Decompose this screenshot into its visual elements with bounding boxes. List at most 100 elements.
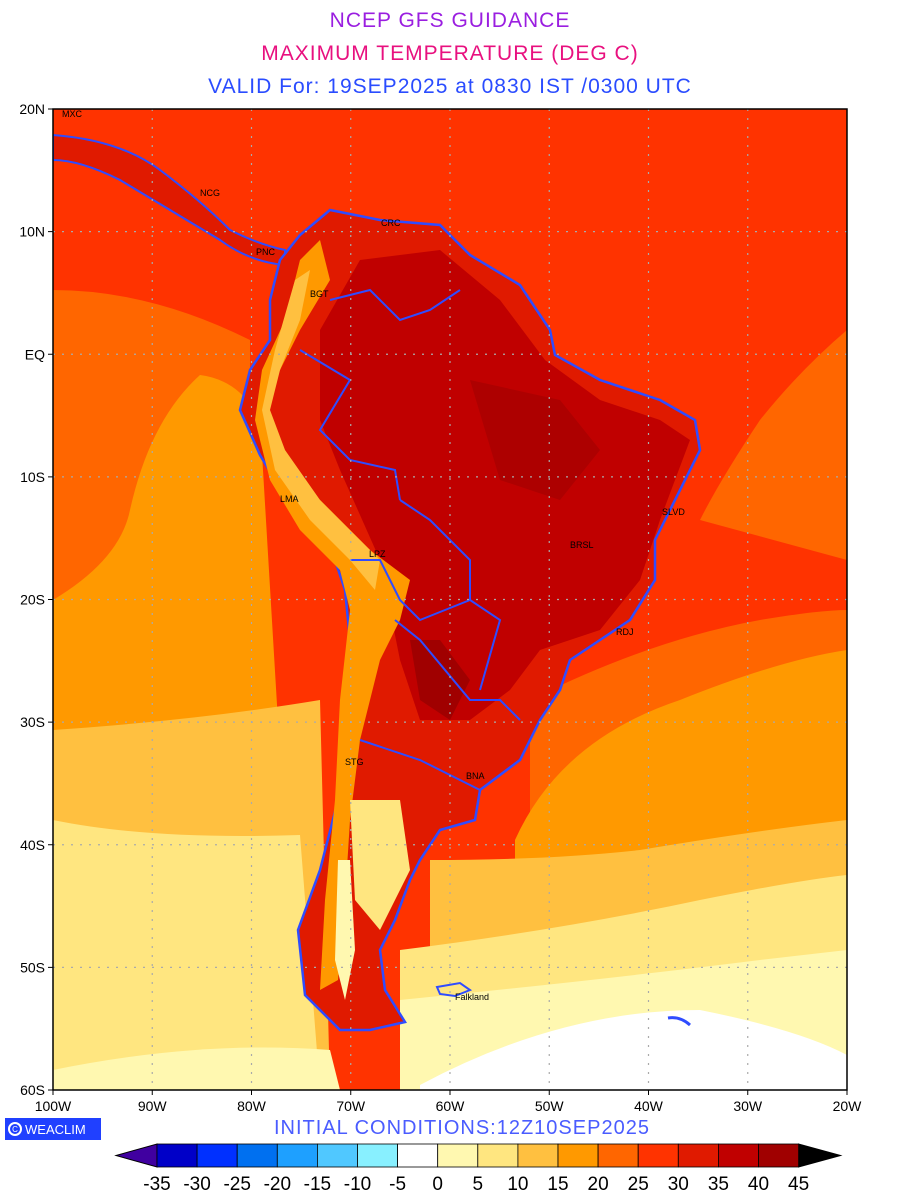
colorbar-label: -15 [304, 1174, 331, 1195]
colorbar-under-arrow [114, 1143, 158, 1168]
country-border [399, 499, 502, 691]
city-label-lma: LMA [280, 494, 299, 504]
atlantic-band [700, 330, 847, 560]
city-label-brsl: BRSL [570, 540, 594, 550]
lon-label: 50W [535, 1098, 565, 1114]
colorbar-label: 0 [432, 1174, 443, 1195]
city-label-stg: STG [345, 757, 364, 767]
pacific-band [53, 820, 320, 1090]
lat-label: EQ [25, 346, 45, 362]
lat-label: 60S [20, 1082, 45, 1098]
andes-cool-region [255, 240, 410, 990]
lon-label: 100W [35, 1098, 72, 1114]
city-label-crc: CRC [381, 218, 401, 228]
lat-label: 10S [20, 469, 45, 485]
colorbar-label: -25 [223, 1174, 250, 1195]
andes-cold-region [262, 270, 380, 590]
lon-label: 30W [733, 1098, 763, 1114]
colorbar-swatch [196, 1143, 238, 1168]
country-border [329, 288, 461, 322]
colorbar-label: 25 [628, 1174, 649, 1195]
colorbar-label: 35 [708, 1174, 729, 1195]
falkland-islands [435, 981, 473, 998]
country-border [359, 739, 481, 791]
city-label-rdj: RDJ [616, 627, 634, 637]
pacific-band [53, 1047, 340, 1090]
lon-label: 90W [138, 1098, 168, 1114]
colorbar-label: 40 [748, 1174, 769, 1195]
colorbar-swatch [637, 1143, 679, 1168]
colorbar-swatch [517, 1143, 559, 1168]
colorbar-label: -5 [389, 1174, 406, 1195]
colorbar-label: -30 [183, 1174, 210, 1195]
colorbar-swatch [557, 1143, 599, 1168]
lon-label: 40W [634, 1098, 664, 1114]
hot-interior-region [320, 250, 690, 720]
longitude-labels: 100W 90W 80W 70W 60W 50W 40W 30W 20W [35, 1090, 862, 1114]
logo-text: WEACLIM [25, 1121, 86, 1137]
weaclim-logo: C WEACLIM [5, 1118, 101, 1140]
colorbar-swatch [718, 1143, 759, 1168]
city-label-lpz: LPZ [369, 549, 386, 559]
country-border [350, 559, 471, 622]
south-georgia-island [667, 1016, 692, 1027]
colorbar-swatch [316, 1143, 358, 1168]
atlantic-band [420, 1010, 847, 1090]
colorbar-swatch [276, 1143, 318, 1168]
colorbar-label: 30 [668, 1174, 689, 1195]
lon-label: 70W [336, 1098, 366, 1114]
country-border [394, 619, 521, 721]
colorbar-swatch [597, 1143, 639, 1168]
colorbar-over-arrow [798, 1143, 843, 1168]
country-borders [299, 288, 521, 791]
lat-label: 10N [19, 224, 45, 240]
lat-label: 20N [19, 101, 45, 117]
colorbar-swatch [677, 1143, 719, 1168]
lat-label: 50S [20, 959, 45, 975]
lon-label: 80W [237, 1098, 267, 1114]
title-variable: MAXIMUM TEMPERATURE (DEG C) [261, 42, 639, 65]
colorbar-swatch [437, 1143, 479, 1168]
title-model: NCEP GFS GUIDANCE [329, 9, 571, 32]
colorbar-label: 15 [547, 1174, 568, 1195]
city-label-pnc: PNC [256, 247, 276, 257]
city-label-ncg: NCG [200, 188, 220, 198]
patagonia-cool-region [350, 800, 410, 930]
colorbar-swatch [357, 1143, 398, 1168]
lat-label: 20S [20, 592, 45, 608]
hottest-region [470, 380, 600, 500]
copyright-icon: C [8, 1122, 22, 1136]
city-label-slvd: SLVD [662, 507, 685, 517]
colorbar-swatch [477, 1143, 519, 1168]
city-label-bgt: BGT [310, 289, 329, 299]
colorbar-label: 5 [473, 1174, 484, 1195]
lon-label: 60W [436, 1098, 466, 1114]
lat-label: 40S [20, 837, 45, 853]
temperature-field [53, 109, 847, 1090]
colorbar: -35 -30 -25 -20 -15 -10 -5 0 5 10 15 20 25 30 35 40 45 [114, 1143, 843, 1195]
city-labels: MXC NCG PNC CRC BGT LMA LPZ BRSL SLVD RDJ STG BNA Fa… [62, 109, 685, 1002]
city-label-bna: BNA [466, 771, 485, 781]
country-border [299, 349, 401, 501]
colorbar-label: -20 [264, 1174, 291, 1195]
city-label-falkland: Falkland [455, 992, 489, 1002]
colorbar-label: -35 [143, 1174, 170, 1195]
patagonia-cold-region [335, 860, 355, 1000]
colorbar-label: 10 [507, 1174, 528, 1195]
lon-label: 20W [833, 1098, 863, 1114]
colorbar-swatch [758, 1143, 799, 1168]
colorbar-swatch [156, 1143, 198, 1168]
graticule [53, 109, 847, 1090]
colorbar-swatch [397, 1143, 439, 1168]
colorbar-label: -10 [344, 1174, 371, 1195]
hottest-region [410, 640, 470, 720]
initial-conditions: INITIAL CONDITIONS:12Z10SEP2025 [274, 1117, 650, 1139]
city-label-mxc: MXC [62, 109, 83, 119]
colorbar-label: 45 [788, 1174, 809, 1195]
colorbar-swatch [236, 1143, 278, 1168]
colorbar-label: 20 [588, 1174, 609, 1195]
lat-label: 30S [20, 714, 45, 730]
title-valid-time: VALID For: 19SEP2025 at 0830 IST /0300 U… [208, 75, 692, 98]
